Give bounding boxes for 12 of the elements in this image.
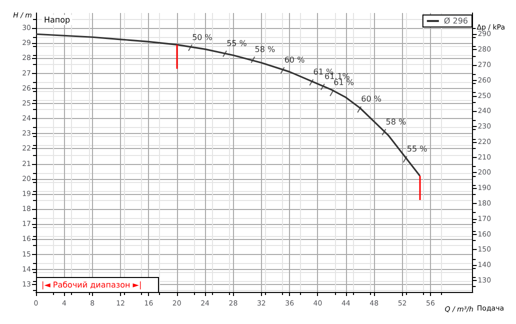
annotation: Напор xyxy=(44,16,70,24)
annotation: 58 % xyxy=(254,44,276,54)
annotation: 60 % xyxy=(284,56,306,65)
line-series xyxy=(35,33,421,177)
annotation: 55 % xyxy=(226,38,248,48)
annotation: 60 % xyxy=(361,94,382,104)
annotation: 55 % xyxy=(406,144,428,154)
annotation: 50 % xyxy=(192,32,213,42)
legend-label: Ø 296 xyxy=(444,16,468,26)
annotation: |◄ Рабочий диапазон ►| xyxy=(42,280,142,290)
annotation: 58 % xyxy=(386,117,406,126)
annotation: 61 % xyxy=(334,78,354,88)
